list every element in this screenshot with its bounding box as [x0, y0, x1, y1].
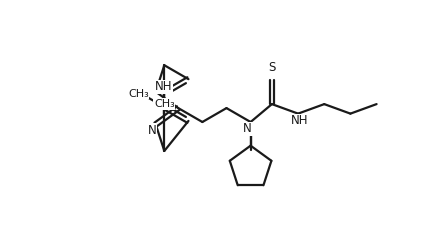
Text: CH₃: CH₃	[128, 89, 149, 99]
Text: N: N	[243, 123, 252, 136]
Text: NH: NH	[155, 80, 172, 93]
Text: CH₃: CH₃	[154, 99, 175, 109]
Text: N: N	[147, 124, 156, 137]
Text: NH: NH	[291, 114, 309, 127]
Text: S: S	[268, 62, 276, 75]
